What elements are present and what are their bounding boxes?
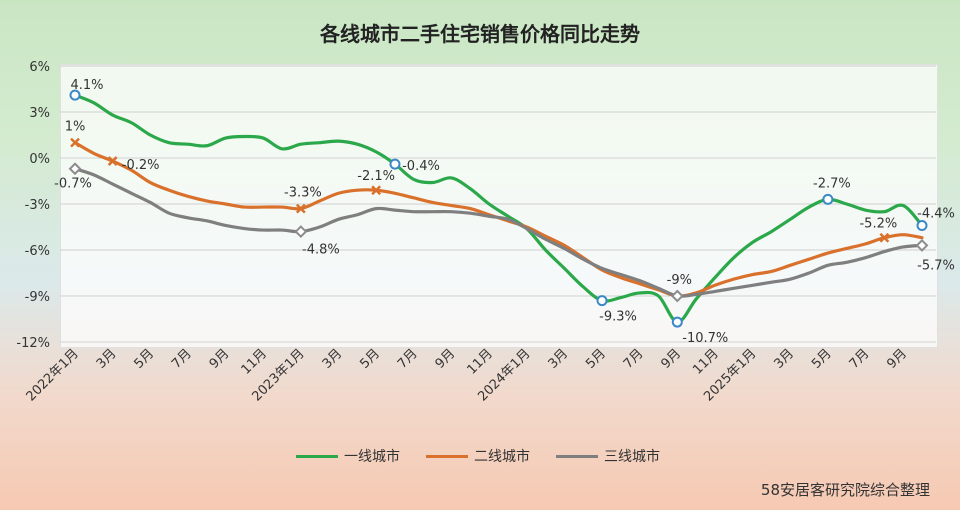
data-label: -9.3% — [599, 310, 637, 325]
point-marker — [596, 295, 608, 307]
data-label: -0.2% — [122, 158, 160, 173]
point-marker — [915, 238, 929, 252]
y-tick-label: 3% — [29, 106, 50, 121]
series-line-3 — [73, 167, 924, 298]
y-tick-label: -3% — [25, 198, 50, 213]
point-marker — [371, 185, 382, 196]
point-marker — [670, 289, 684, 303]
legend-label-tier2: 二线城市 — [474, 449, 530, 465]
data-label: -9% — [667, 273, 692, 288]
x-tick-label: 9月 — [658, 346, 684, 372]
x-tick-label: 11月 — [464, 346, 495, 377]
legend: 一线城市 二线城市 三线城市 — [296, 446, 660, 466]
gridlines — [60, 65, 936, 343]
legend-swatch-tier2 — [426, 454, 468, 458]
point-marker — [389, 158, 401, 170]
x-tick-label: 11月 — [239, 346, 270, 377]
x-tick-label: 7月 — [621, 346, 647, 372]
plot-area — [60, 64, 938, 348]
x-tick-label: 7月 — [847, 346, 873, 372]
point-marker — [70, 137, 80, 148]
x-tick-label: 5月 — [131, 346, 157, 372]
x-tick-label: 5月 — [809, 346, 835, 372]
x-tick-label: 3月 — [546, 346, 572, 372]
data-labels: 4.1% -0.4% -9.3% -10.7% -2.7% -4.4% 1% -0.2% -3.… — [54, 78, 955, 346]
series-lines — [73, 93, 924, 324]
point-marker — [822, 193, 834, 205]
y-tick-label: -6% — [25, 244, 50, 259]
x-tick-label: 9月 — [207, 346, 233, 372]
x-tick-label: 2022年1月 — [24, 346, 82, 404]
series-markers — [68, 89, 929, 328]
data-label: -4.4% — [917, 206, 955, 221]
y-tick-label: -12% — [16, 336, 50, 351]
point-marker — [294, 225, 308, 239]
data-label: 1% — [65, 120, 86, 135]
legend-swatch-tier1 — [296, 454, 338, 458]
data-label: -5.7% — [917, 258, 955, 273]
data-label: -0.7% — [54, 177, 92, 192]
source-note: 58安居客研究院综合整理 — [760, 481, 930, 499]
x-tick-label: 9月 — [433, 346, 459, 372]
x-tick-label: 7月 — [169, 346, 195, 372]
x-tick-label: 3月 — [94, 346, 120, 372]
y-tick-label: 6% — [29, 60, 50, 75]
x-tick-label: 5月 — [357, 346, 383, 372]
point-marker — [69, 89, 81, 101]
point-marker — [107, 156, 118, 166]
point-marker — [671, 316, 683, 328]
x-tick-label: 3月 — [320, 346, 346, 372]
data-label: -4.8% — [302, 243, 340, 258]
data-label: -5.2% — [859, 217, 897, 232]
data-label: -0.4% — [402, 159, 440, 174]
y-tick-label: -9% — [25, 290, 50, 305]
legend-label-tier1: 一线城市 — [344, 449, 400, 465]
point-marker — [295, 203, 306, 214]
legend-item-tier1: 一线城市 — [296, 446, 400, 466]
point-marker — [879, 232, 890, 243]
data-label: -10.7% — [682, 331, 728, 346]
y-tick-label: 0% — [29, 152, 50, 167]
legend-item-tier3: 三线城市 — [556, 446, 660, 466]
data-label: -3.3% — [284, 186, 322, 201]
data-label: -2.1% — [357, 169, 395, 184]
y-axis: 6% 3% 0% -3% -6% -9% -12% — [16, 60, 50, 351]
x-tick-label: 9月 — [884, 346, 910, 372]
x-tick-label: 3月 — [771, 346, 797, 372]
x-tick-label: 7月 — [395, 346, 421, 372]
x-tick-label: 5月 — [583, 346, 609, 372]
data-label: -2.7% — [813, 176, 851, 191]
legend-item-tier2: 二线城市 — [426, 446, 530, 466]
chart-title: 各线城市二手住宅销售价格同比走势 — [320, 22, 640, 46]
data-label: 4.1% — [70, 78, 103, 93]
x-tick-label: 11月 — [690, 346, 721, 377]
legend-swatch-tier3 — [556, 454, 598, 458]
point-marker — [68, 162, 82, 176]
point-marker — [916, 219, 928, 231]
series-line-1 — [73, 93, 924, 324]
legend-label-tier3: 三线城市 — [604, 449, 660, 465]
